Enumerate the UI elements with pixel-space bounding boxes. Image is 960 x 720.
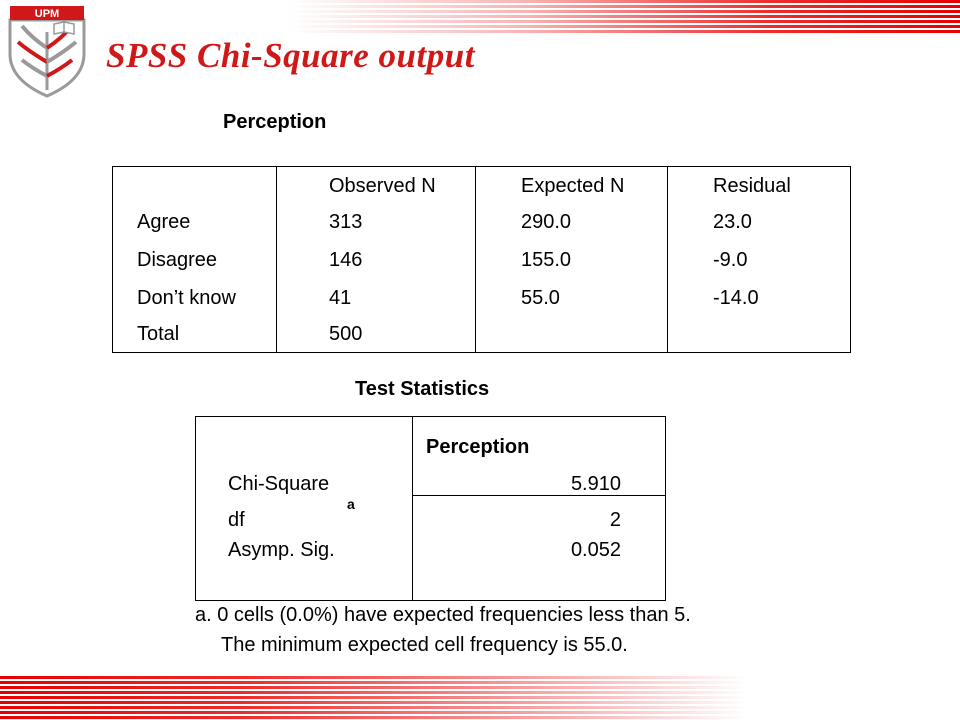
cell-agree-expected: 290.0 bbox=[521, 211, 572, 233]
footnote-line-1: a. 0 cells (0.0%) have expected frequenc… bbox=[195, 604, 691, 626]
cell-disagree-observed: 146 bbox=[329, 249, 363, 271]
cell-agree-residual: 23.0 bbox=[713, 211, 752, 233]
row-label-total: Total bbox=[137, 323, 180, 345]
cell-agree-observed: 313 bbox=[329, 211, 363, 233]
stat-label-chi-square: Chi-Square bbox=[228, 473, 330, 495]
test-statistics-table: Perception Chi-Square 5.910 a df 2 Asymp… bbox=[195, 416, 666, 601]
footer-decorative-band bbox=[0, 676, 960, 720]
column-divider bbox=[667, 167, 668, 352]
column-divider bbox=[412, 417, 413, 600]
stat-label-asymp-sig: Asymp. Sig. bbox=[228, 539, 335, 561]
cell-dont-know-observed: 41 bbox=[329, 287, 352, 309]
row-label-dont-know: Don’t know bbox=[137, 287, 236, 309]
column-header-perception: Perception bbox=[426, 436, 530, 458]
row-label-disagree: Disagree bbox=[137, 249, 218, 271]
test-statistics-caption: Test Statistics bbox=[355, 378, 490, 400]
cell-disagree-residual: -9.0 bbox=[713, 249, 748, 271]
slide-title: SPSS Chi-Square output bbox=[106, 36, 475, 75]
stat-value-asymp-sig: 0.052 bbox=[570, 539, 621, 561]
column-header-residual: Residual bbox=[713, 175, 791, 197]
stat-label-df: df bbox=[228, 509, 245, 531]
frequency-table: Observed N Expected N Residual Agree 313… bbox=[112, 166, 851, 353]
column-header-expected: Expected N bbox=[521, 175, 625, 197]
cell-disagree-expected: 155.0 bbox=[521, 249, 572, 271]
logo-text: UPM bbox=[35, 8, 59, 20]
column-header-observed: Observed N bbox=[329, 175, 436, 197]
cell-dont-know-residual: -14.0 bbox=[713, 287, 759, 309]
footnote-marker: a bbox=[347, 496, 355, 512]
cell-total-observed: 500 bbox=[329, 323, 363, 345]
stat-value-df: 2 bbox=[609, 509, 621, 531]
header-decorative-band bbox=[0, 0, 960, 40]
column-divider bbox=[475, 167, 476, 352]
frequency-table-caption: Perception bbox=[223, 111, 327, 133]
row-label-agree: Agree bbox=[137, 211, 191, 233]
row-divider bbox=[412, 495, 665, 496]
cell-dont-know-expected: 55.0 bbox=[521, 287, 560, 309]
footnote-line-2: The minimum expected cell frequency is 5… bbox=[221, 634, 628, 656]
upm-logo-icon: UPM bbox=[8, 6, 86, 98]
column-divider bbox=[276, 167, 277, 352]
stat-value-chi-square: 5.910 bbox=[570, 473, 621, 495]
